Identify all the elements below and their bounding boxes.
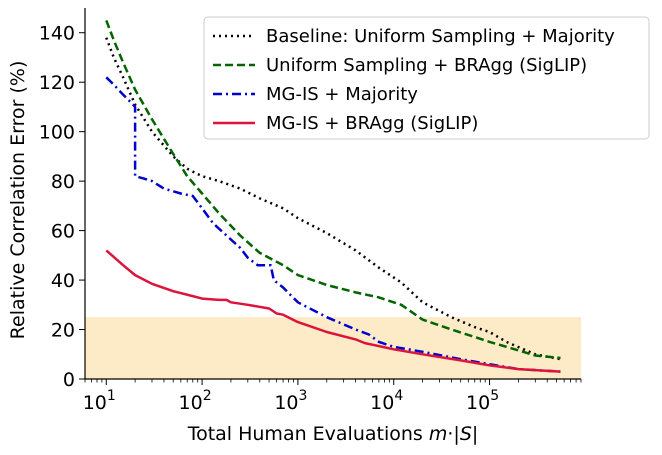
x-ticks: 101 102 103 104 105	[83, 379, 582, 414]
legend-label: Baseline: Uniform Sampling + Majority	[266, 26, 615, 47]
y-tick-label: 40	[51, 270, 75, 292]
y-tick-label: 100	[39, 122, 75, 144]
highlight-band	[85, 317, 581, 379]
x-tick-label: 105	[466, 388, 499, 414]
y-tick-label: 80	[51, 171, 75, 193]
x-tick-label: 103	[274, 388, 307, 414]
y-tick-label: 140	[39, 23, 75, 45]
x-tick-label: 102	[179, 388, 212, 414]
legend: Baseline: Uniform Sampling + Majority Uni…	[203, 16, 650, 140]
y-tick-label: 20	[51, 320, 75, 342]
legend-box	[203, 16, 650, 140]
y-tick-label: 120	[39, 72, 75, 94]
legend-label: MG-IS + Majority	[266, 84, 418, 105]
y-tick-label: 60	[51, 221, 75, 243]
y-tick-label: 0	[63, 369, 75, 391]
series-line-2	[105, 19, 561, 360]
y-ticks: 0 20 40 60 80 100 120 140	[39, 23, 85, 391]
legend-label: MG-IS + BRAgg (SigLIP)	[266, 113, 478, 134]
y-axis-title: Relative Correlation Error (%)	[7, 61, 29, 340]
x-tick-label: 104	[370, 388, 403, 414]
series-layer	[105, 19, 561, 373]
series-line-4	[105, 249, 561, 373]
x-axis-title: Total Human Evaluations m·|S|	[187, 423, 479, 445]
x-tick-label: 101	[83, 388, 116, 414]
series-line-3	[105, 76, 561, 373]
legend-label: Uniform Sampling + BRAgg (SigLIP)	[266, 55, 587, 76]
